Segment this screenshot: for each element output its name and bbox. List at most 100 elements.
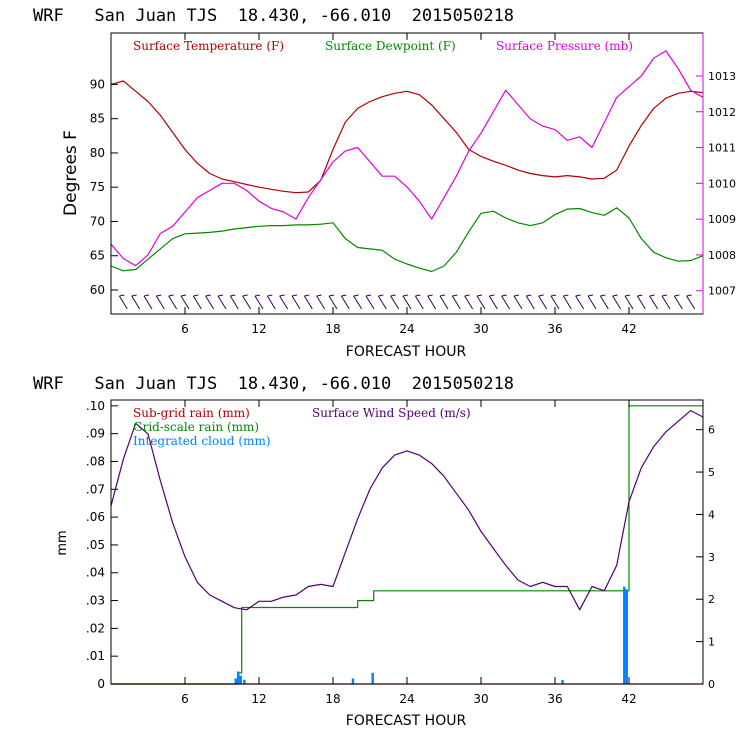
wind-barb [340, 295, 350, 310]
x-tick-label: 36 [547, 322, 562, 336]
wind-barb [229, 295, 239, 310]
wind-barb-flag [304, 294, 310, 297]
legend-grid-scale-rain: Grid-scale rain (mm) [133, 420, 259, 434]
wind-barb [427, 295, 437, 310]
wind-barb-flag [501, 294, 507, 297]
wind-barb-flag [649, 294, 655, 297]
wind-barb [636, 295, 646, 310]
top-y-axis-label: Degrees F [61, 130, 81, 216]
wind-barb-flag [526, 294, 532, 297]
y-tick-label: 60 [90, 283, 105, 297]
wind-barb-flag [661, 294, 668, 297]
y-tick-label: 70 [90, 214, 105, 228]
x-tick-label: 24 [399, 692, 414, 706]
wind-barb-flag [279, 294, 285, 297]
wind-barb [180, 295, 190, 310]
wind-barb [476, 295, 486, 310]
wind-barb-flag [600, 294, 606, 297]
wind-barb-flag [674, 294, 680, 297]
y2-tick-label: 5 [708, 466, 715, 479]
x-tick-label: 30 [473, 322, 488, 336]
wind-barb-flag [119, 294, 125, 297]
cloud-bar [243, 679, 246, 684]
wind-barb-flag [489, 294, 495, 297]
legend-surface-pressure: Surface Pressure (mb) [496, 39, 633, 53]
y2-tick-label: 2 [708, 593, 715, 606]
x-tick-label: 6 [181, 322, 189, 336]
wind-barb [118, 295, 128, 310]
y-tick-label: .10 [86, 399, 105, 413]
y2-tick-label: 1008 [708, 249, 736, 262]
wind-barb [488, 295, 498, 310]
wind-barb-flag [464, 294, 470, 297]
cloud-bar [371, 672, 374, 684]
wind-barb [464, 295, 474, 310]
wind-barb-flag [612, 294, 618, 297]
y-tick-label: 85 [90, 112, 105, 126]
wind-barb [131, 295, 141, 310]
bottom-chart-title: WRF San Juan TJS 18.430, -66.010 2015050… [33, 374, 514, 394]
bottom-y-axis-left: 0 .01 .02 .03 .04 .05 .06 .07 .08 .09 .10 [86, 399, 118, 691]
wind-barb [501, 295, 511, 310]
wind-barb-flag [452, 294, 458, 297]
wind-barb-flag [538, 294, 544, 297]
wind-barb [439, 295, 449, 310]
x-tick-label: 18 [325, 322, 340, 336]
wind-barb-flag [168, 294, 174, 297]
cloud-bar [237, 671, 240, 684]
wind-barb [316, 295, 326, 310]
wind-barb-flag [353, 294, 359, 297]
wind-barb [661, 295, 671, 310]
legend-integrated-cloud: Integrated cloud (mm) [133, 434, 271, 448]
wind-barb-flag [427, 294, 433, 297]
wind-barb [575, 295, 585, 310]
wind-barb-flag [563, 294, 569, 297]
x-tick-label: 18 [325, 692, 340, 706]
wind-barb [390, 295, 400, 310]
bottom-y-axis-right: 0 1 2 3 4 5 6 [696, 424, 715, 691]
wind-barbs-row [118, 294, 696, 310]
top-y-axis-right: 1007 1008 1009 1010 1011 1012 1013 [696, 70, 736, 298]
y2-tick-label: 3 [708, 551, 715, 564]
wind-barb-flag [316, 294, 322, 297]
wind-barb [451, 295, 461, 310]
wind-barb [217, 295, 227, 310]
wind-barb [673, 295, 683, 310]
series-surface-wind-speed-m-s [110, 410, 704, 611]
y-tick-label: .02 [86, 621, 105, 635]
x-tick-label: 12 [251, 692, 266, 706]
wind-barb [192, 295, 202, 310]
y2-tick-label: 6 [708, 424, 715, 437]
wind-barb [599, 295, 609, 310]
wind-barb [402, 295, 412, 310]
wind-barb-flag [476, 294, 483, 297]
wind-barb [365, 295, 375, 310]
y-tick-label: 90 [90, 77, 105, 91]
y2-tick-label: 1009 [708, 213, 736, 226]
wind-barb-flag [439, 294, 446, 297]
wind-barb-flag [390, 294, 396, 297]
y2-tick-label: 4 [708, 508, 715, 521]
wind-barb-flag [205, 294, 211, 297]
wind-barb [143, 295, 153, 310]
bottom-y-axis-label: mm [55, 530, 70, 555]
top-y-axis-left: 60 65 70 75 80 85 90 [90, 77, 118, 297]
wind-barb [686, 295, 696, 310]
wind-barb [291, 295, 301, 310]
wind-barb-flag [143, 294, 150, 297]
wind-barb [649, 295, 659, 310]
y-tick-label: .09 [86, 427, 105, 441]
y-tick-label: .05 [86, 538, 105, 552]
wind-barb-flag [587, 294, 594, 297]
wind-barb-flag [637, 294, 643, 297]
wind-barb-flag [365, 294, 372, 297]
wind-barb [155, 295, 165, 310]
y2-tick-label: 1 [708, 636, 715, 649]
y-tick-label: .03 [86, 594, 105, 608]
cloud-bar [561, 679, 564, 684]
x-tick-label: 6 [181, 692, 189, 706]
x-tick-label: 24 [399, 322, 414, 336]
x-tick-label: 42 [621, 322, 636, 336]
wind-barb [328, 295, 338, 310]
